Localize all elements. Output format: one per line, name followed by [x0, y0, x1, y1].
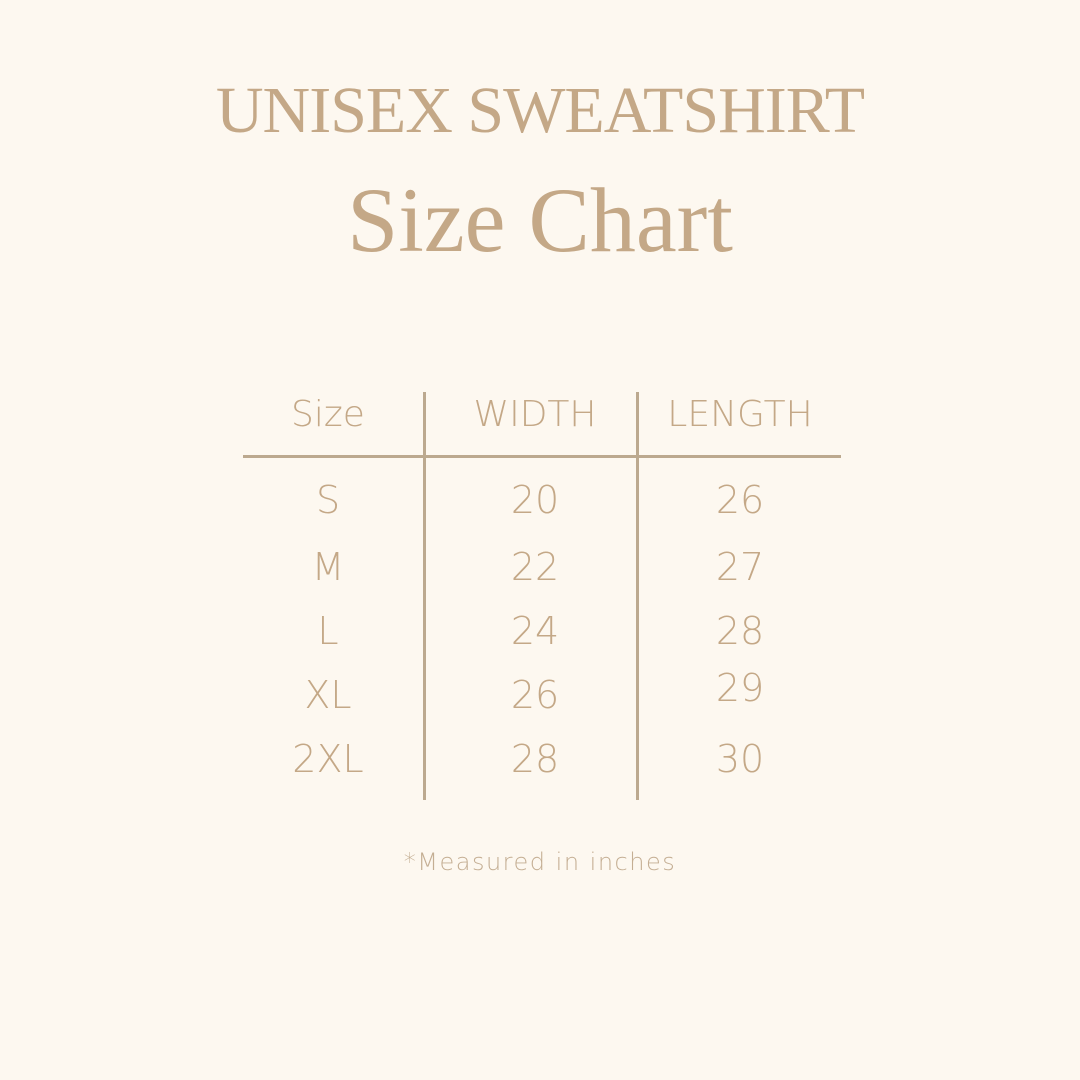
- header-width: WIDTH: [473, 394, 597, 435]
- header-size: Size: [291, 394, 365, 435]
- column-divider: [423, 392, 426, 800]
- width-cell: 20: [510, 478, 560, 522]
- width-cell: 28: [510, 737, 560, 781]
- title: UNISEX SWEATSHIRT: [215, 74, 865, 147]
- width-cell: 24: [510, 609, 560, 653]
- length-cell: 27: [715, 545, 765, 589]
- length-cell: 29: [715, 666, 765, 710]
- length-cell: 28: [715, 609, 765, 653]
- size-cell: XL: [304, 673, 352, 717]
- size-cell: S: [315, 478, 341, 522]
- length-cell: 30: [715, 737, 765, 781]
- size-cell: M: [311, 545, 345, 589]
- header-divider: [243, 455, 841, 458]
- width-cell: 26: [510, 673, 560, 717]
- width-cell: 22: [510, 545, 560, 589]
- length-cell: 26: [715, 478, 765, 522]
- measurement-note: *Measured in inches: [403, 848, 677, 876]
- subtitle: Size Chart: [347, 169, 733, 271]
- size-cell: 2XL: [292, 737, 364, 781]
- size-cell: L: [317, 609, 339, 653]
- column-divider: [636, 392, 639, 800]
- header-length: LENGTH: [667, 394, 813, 435]
